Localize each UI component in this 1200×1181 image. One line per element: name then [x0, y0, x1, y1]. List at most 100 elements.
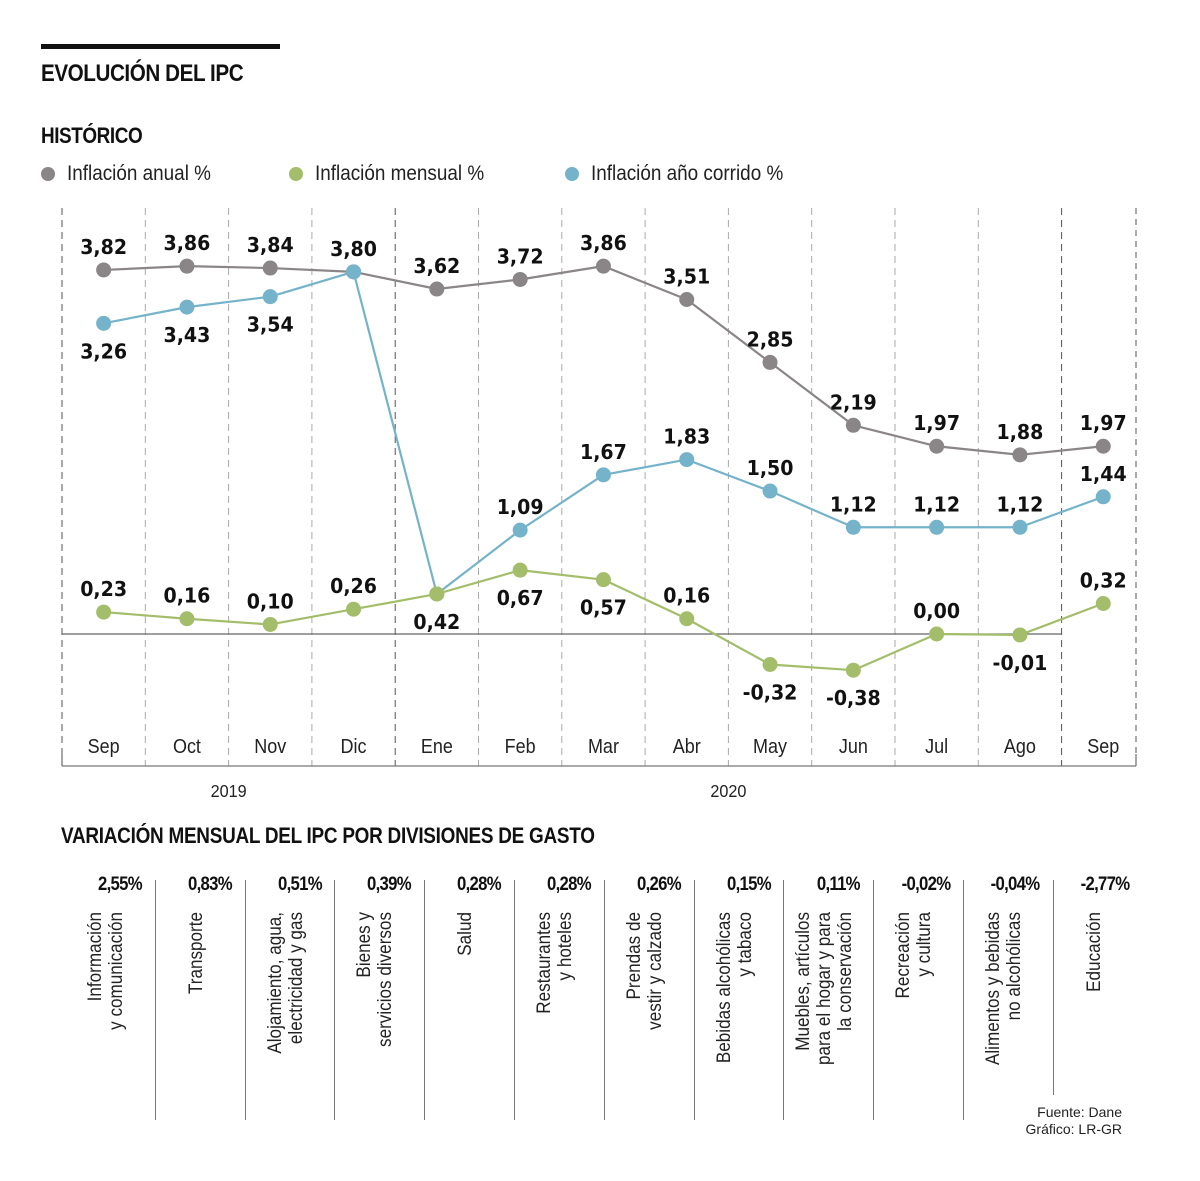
data-point-corrido	[346, 264, 362, 280]
data-label-mensual: 0,16	[663, 584, 710, 608]
x-tick-label: Sep	[1087, 736, 1119, 758]
division-label: Recreación y cultura	[874, 912, 954, 1132]
division-label: Alimentos y bebidas no alcohólicas	[964, 912, 1044, 1132]
x-tick-label: Dic	[341, 736, 367, 758]
data-label-mensual: 0,67	[497, 587, 544, 611]
division-label-line: para el hogar y para	[813, 912, 835, 1066]
data-point-corrido	[96, 315, 112, 331]
division-label: Bebidas alcohólicas y tabaco	[695, 912, 775, 1132]
column-divider	[603, 880, 605, 1120]
division-label-line: Educación	[1083, 912, 1105, 992]
legend-item-corrido: Inflación año corrido %	[565, 162, 805, 186]
division-label-line: servicios diversos	[375, 912, 397, 1047]
data-point-anual	[1095, 438, 1111, 454]
data-label-anual: 1,97	[913, 412, 960, 436]
data-point-mensual	[845, 662, 861, 678]
data-point-mensual	[179, 611, 195, 627]
data-point-mensual	[429, 586, 445, 602]
division-value: 0,15%	[726, 874, 772, 895]
division-value: 0,11%	[817, 874, 861, 895]
division-column: -2,77% Educación	[1054, 870, 1144, 1120]
division-label-line: y cultura	[914, 912, 936, 977]
division-label-line: y comunicación	[105, 912, 127, 1030]
data-point-mensual	[929, 626, 945, 642]
legend-label: Inflación año corrido %	[591, 162, 784, 185]
year-label: 2019	[211, 781, 247, 801]
division-label-line: Muebles, artículos	[792, 912, 814, 1051]
division-label: Bienes y servicios diversos	[335, 912, 415, 1132]
x-tick-label: Ago	[1004, 736, 1036, 758]
division-label-line: Información	[84, 912, 106, 1002]
source-text: Fuente: Dane	[1037, 1104, 1122, 1120]
data-label-corrido: 1,50	[747, 457, 794, 481]
title-rule	[41, 44, 280, 49]
column-divider	[962, 880, 964, 1120]
column-divider	[334, 880, 336, 1120]
column-divider	[873, 880, 875, 1120]
division-label-line: y hoteles	[554, 912, 576, 981]
data-label-mensual: -0,32	[743, 681, 798, 705]
data-label-corrido: 1,09	[497, 496, 544, 520]
division-label-line: electricidad y gas	[285, 912, 307, 1045]
division-value: 0,51%	[277, 874, 323, 895]
x-tick-label: Feb	[505, 736, 536, 758]
source-note: Fuente: Dane Gráfico: LR-GR	[1026, 1104, 1122, 1138]
division-label-line: no alcohólicas	[1003, 912, 1025, 1021]
data-label-mensual: 0,23	[80, 578, 127, 602]
division-value: 0,26%	[636, 874, 682, 895]
data-label-mensual: -0,01	[993, 651, 1048, 675]
data-label-anual: 3,82	[80, 235, 127, 259]
x-tick-label: Mar	[588, 736, 620, 758]
column-divider	[244, 880, 246, 1120]
legend-dot-icon	[289, 167, 303, 181]
data-point-mensual	[1012, 627, 1028, 643]
division-label: Alojamiento, agua, electricidad y gas	[246, 912, 326, 1132]
data-point-anual	[512, 271, 528, 287]
division-column: 0,83% Transporte	[156, 870, 246, 1120]
data-label-mensual: 0,16	[164, 584, 211, 608]
division-label-line: la conservación	[834, 912, 856, 1031]
legend-label: Inflación mensual %	[315, 162, 485, 185]
division-label: Prendas de vestir y calzado	[605, 912, 685, 1132]
data-label-corrido: 1,12	[830, 493, 877, 517]
data-label-anual: 3,86	[164, 232, 211, 256]
division-value: -2,77%	[1080, 874, 1130, 895]
data-point-mensual	[1095, 596, 1111, 612]
division-column: 2,55% Información y comunicación	[66, 870, 156, 1120]
division-label-line: Bebidas alcohólicas	[713, 912, 735, 1064]
data-point-mensual	[679, 611, 695, 627]
x-tick-label: Ene	[421, 736, 453, 758]
legend-item-anual: Inflación anual %	[41, 162, 227, 186]
division-label-line: Alimentos y bebidas	[982, 912, 1004, 1066]
data-label-mensual: 0,42	[413, 611, 460, 635]
data-point-anual	[96, 262, 112, 278]
data-point-corrido	[845, 519, 861, 535]
x-tick-label: Abr	[673, 736, 702, 758]
column-divider	[783, 880, 785, 1120]
division-value: 0,39%	[367, 874, 412, 895]
division-label: Educación	[1054, 912, 1134, 1132]
data-point-mensual	[512, 562, 528, 578]
data-label-corrido: 1,83	[663, 425, 710, 449]
division-column: 0,26% Prendas de vestir y calzado	[605, 870, 695, 1120]
division-label-line: Recreación	[893, 912, 915, 999]
data-point-anual	[679, 291, 695, 307]
legend-dot-icon	[565, 167, 579, 181]
x-tick-label: Nov	[254, 736, 286, 758]
division-value: -0,04%	[991, 874, 1040, 895]
legend-label: Inflación anual %	[67, 162, 211, 185]
division-column: 0,11% Muebles, artículos para el hogar y p…	[784, 870, 875, 1120]
credit-text: Gráfico: LR-GR	[1025, 1121, 1122, 1137]
division-label-line: y tabaco	[734, 912, 756, 977]
division-label-line: Transporte	[185, 912, 207, 995]
column-divider	[693, 880, 695, 1120]
data-label-anual: 3,62	[413, 255, 460, 279]
division-label-line: Alojamiento, agua,	[264, 912, 286, 1054]
division-label-line: Prendas de	[623, 912, 645, 1000]
data-label-anual: 3,72	[497, 245, 544, 269]
data-label-anual: 1,88	[997, 420, 1044, 444]
data-point-mensual	[595, 572, 611, 588]
data-label-corrido: 1,12	[997, 493, 1044, 517]
division-label-line: Salud	[454, 912, 476, 956]
data-point-mensual	[762, 656, 778, 672]
